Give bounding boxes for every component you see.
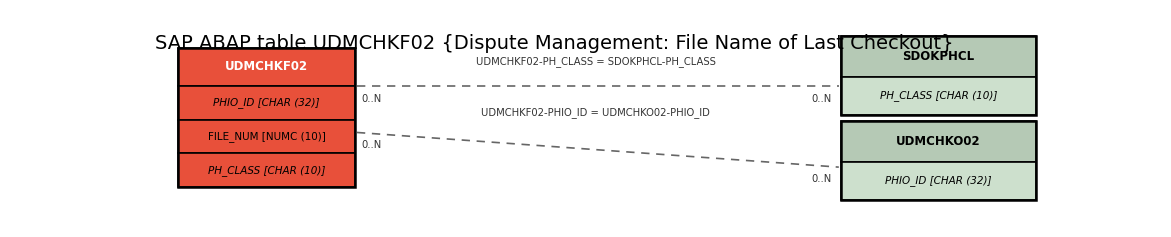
- FancyBboxPatch shape: [178, 153, 355, 187]
- Text: 0..N: 0..N: [362, 94, 382, 104]
- FancyBboxPatch shape: [841, 77, 1036, 115]
- Text: PH_CLASS [CHAR (10)]: PH_CLASS [CHAR (10)]: [208, 165, 326, 176]
- FancyBboxPatch shape: [841, 162, 1036, 200]
- Text: 0..N: 0..N: [812, 174, 831, 184]
- Text: 0..N: 0..N: [362, 140, 382, 150]
- FancyBboxPatch shape: [178, 86, 355, 120]
- Text: SAP ABAP table UDMCHKF02 {Dispute Management: File Name of Last Checkout}: SAP ABAP table UDMCHKF02 {Dispute Manage…: [156, 34, 954, 53]
- FancyBboxPatch shape: [841, 36, 1036, 77]
- Text: PHIO_ID [CHAR (32)]: PHIO_ID [CHAR (32)]: [885, 175, 992, 186]
- Text: PHIO_ID [CHAR (32)]: PHIO_ID [CHAR (32)]: [213, 97, 320, 108]
- FancyBboxPatch shape: [178, 48, 355, 86]
- Text: UDMCHKF02-PH_CLASS = SDOKPHCL-PH_CLASS: UDMCHKF02-PH_CLASS = SDOKPHCL-PH_CLASS: [475, 56, 715, 67]
- Text: PH_CLASS [CHAR (10)]: PH_CLASS [CHAR (10)]: [879, 91, 997, 101]
- Text: SDOKPHCL: SDOKPHCL: [902, 50, 974, 63]
- FancyBboxPatch shape: [841, 121, 1036, 162]
- Text: FILE_NUM [NUMC (10)]: FILE_NUM [NUMC (10)]: [207, 131, 326, 142]
- Text: UDMCHKO02: UDMCHKO02: [896, 135, 980, 148]
- Text: UDMCHKF02-PHIO_ID = UDMCHKO02-PHIO_ID: UDMCHKF02-PHIO_ID = UDMCHKO02-PHIO_ID: [481, 107, 710, 118]
- Text: 0..N: 0..N: [812, 94, 831, 104]
- Text: UDMCHKF02: UDMCHKF02: [225, 60, 308, 73]
- FancyBboxPatch shape: [178, 120, 355, 153]
